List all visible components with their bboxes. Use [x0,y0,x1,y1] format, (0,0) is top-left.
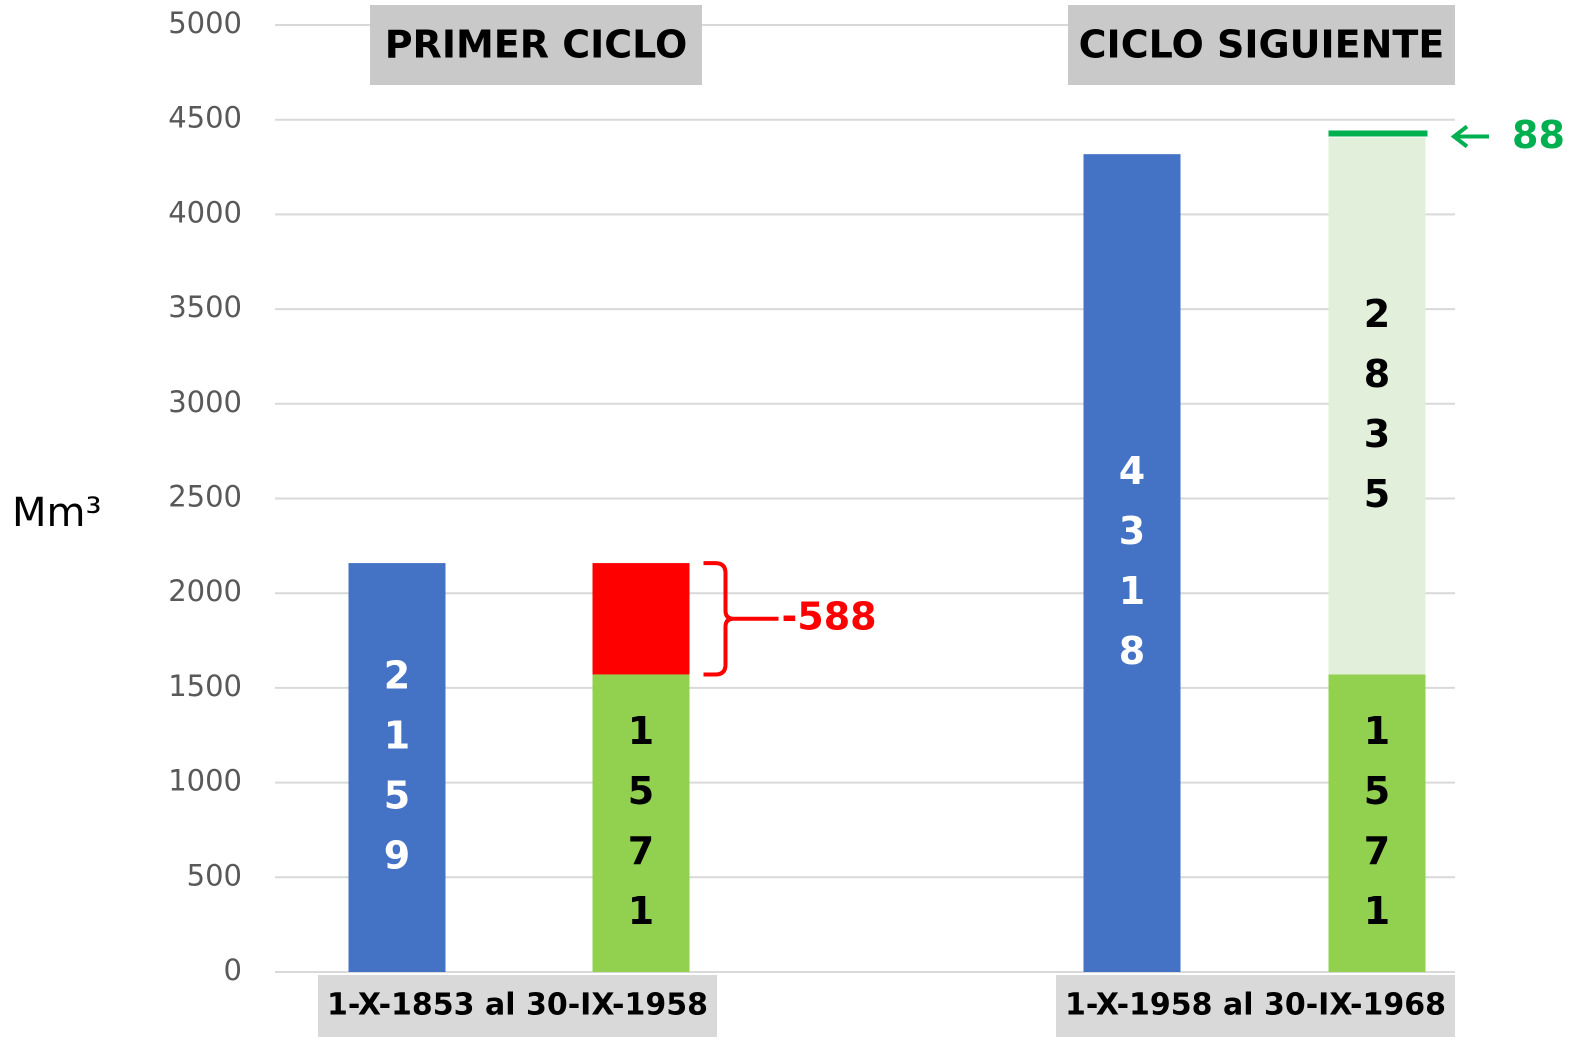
bar-segment [348,563,446,972]
group-title: CICLO SIGUIENTE [1079,23,1445,67]
bar-segment [1328,137,1426,675]
annotation: 88 [1512,113,1565,157]
annotation: -588 [782,594,877,638]
bar-segment [1328,674,1426,972]
y-tick-label: 4000 [168,195,242,229]
group-title: PRIMER CICLO [385,23,688,67]
bar-segment [592,563,690,675]
label-box [1056,975,1455,1037]
title-box [1068,5,1455,85]
x-tick-label: 1-X-1853 al 30-IX-1958 [327,988,708,1023]
arrow [1450,124,1489,149]
y-tick-label: 2000 [168,574,242,608]
y-tick-label: 2500 [168,480,242,514]
y-axis-label: Mm³ [12,490,102,536]
y-tick-label: 4500 [168,101,242,135]
bar-segment [1083,154,1181,973]
y-tick-label: 3500 [168,290,242,324]
title-box [370,5,702,85]
bracket [703,561,779,677]
y-tick-label: 0 [224,953,242,987]
y-tick-label: 1500 [168,669,242,703]
bar-segment [592,674,690,972]
y-tick-label: 500 [187,858,242,892]
y-tick-label: 3000 [168,385,242,419]
label-box [318,975,717,1037]
y-tick-label: 5000 [168,6,242,40]
y-tick-label: 1000 [168,764,242,798]
x-tick-label: 1-X-1958 al 30-IX-1968 [1065,988,1446,1023]
